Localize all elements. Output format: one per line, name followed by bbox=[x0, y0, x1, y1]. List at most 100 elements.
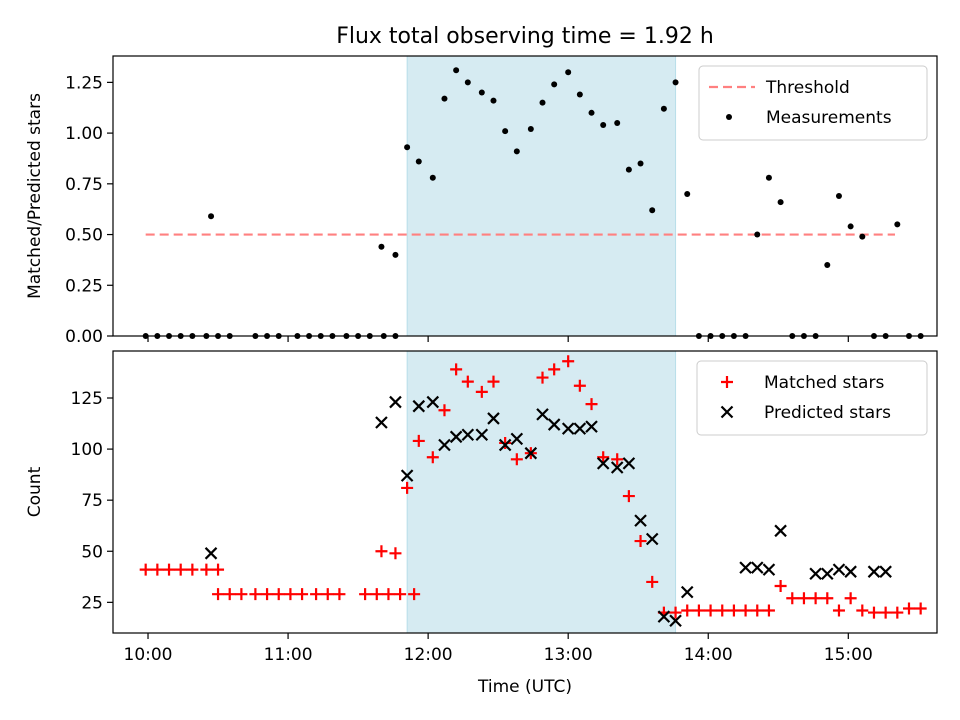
y-tick-label: 25 bbox=[81, 593, 103, 613]
matched-star-point bbox=[762, 604, 775, 617]
shaded-interval bbox=[406, 350, 677, 634]
matched-star-point bbox=[139, 563, 152, 576]
matched-star-point bbox=[461, 375, 474, 388]
x-tick-label: 10:00 bbox=[124, 645, 173, 665]
matched-star-point bbox=[611, 453, 624, 466]
measurement-point bbox=[490, 97, 497, 104]
legend: Threshold Measurements bbox=[698, 65, 928, 141]
y-tick-label: 125 bbox=[71, 389, 103, 409]
legend-label: Matched stars bbox=[764, 373, 884, 393]
matched-star-point bbox=[681, 604, 694, 617]
predicted-star-point bbox=[809, 567, 822, 581]
measurement-point bbox=[464, 79, 471, 86]
matched-star-point bbox=[450, 363, 463, 376]
predicted-star-point bbox=[739, 561, 752, 574]
measurement-point bbox=[777, 199, 784, 206]
matched-star-point bbox=[249, 588, 262, 601]
matched-star-point bbox=[284, 588, 297, 601]
measurement-point bbox=[588, 109, 595, 116]
measurement-point bbox=[765, 174, 772, 181]
matched-star-point bbox=[634, 535, 647, 548]
y-tick-label: 0.75 bbox=[65, 175, 103, 195]
measurement-point bbox=[513, 148, 520, 155]
matched-star-point bbox=[548, 363, 561, 376]
predicted-star-point bbox=[547, 418, 561, 431]
matched-star-point bbox=[438, 404, 451, 417]
measurement-point bbox=[672, 79, 679, 86]
predicted-star-point bbox=[561, 422, 575, 435]
measurement-point bbox=[625, 166, 632, 173]
matched-star-point bbox=[573, 379, 586, 392]
matched-star-point bbox=[727, 604, 740, 617]
matched-star-point bbox=[487, 375, 500, 388]
top-panel: 0.00 0.25 0.50 0.75 1.00 1.25 Matched/Predicte… bbox=[25, 55, 938, 347]
measurement-point bbox=[527, 126, 534, 133]
predicted-star-point bbox=[750, 561, 764, 574]
legend-measurements-swatch bbox=[726, 114, 732, 120]
predicted-star-point bbox=[821, 567, 834, 581]
y-tick-label: 75 bbox=[81, 491, 103, 511]
matched-star-point bbox=[151, 563, 164, 576]
matched-star-point bbox=[382, 588, 395, 601]
predicted-star-point bbox=[832, 563, 846, 576]
predicted-star-point bbox=[400, 469, 414, 482]
matched-star-point bbox=[716, 604, 729, 617]
y-tick-label: 0.50 bbox=[65, 226, 103, 246]
y-tick-label: 0.00 bbox=[65, 327, 103, 347]
matched-star-point bbox=[844, 592, 857, 605]
predicted-star-point bbox=[524, 446, 538, 460]
measurement-point bbox=[208, 213, 215, 220]
matched-star-point bbox=[272, 588, 285, 601]
legend-box bbox=[698, 65, 928, 141]
measurement-point bbox=[649, 207, 656, 214]
matched-star-point bbox=[646, 575, 659, 588]
legend-box bbox=[696, 360, 928, 436]
bottom-panel: 25 50 75 100 125 10:00 11:00 12:00 13:00 14:00 15:… bbox=[25, 350, 938, 697]
matched-star-point bbox=[821, 592, 834, 605]
predicted-star-point bbox=[536, 408, 549, 421]
matched-star-point bbox=[786, 592, 799, 605]
matched-star-point bbox=[809, 592, 822, 605]
measurement-point bbox=[847, 223, 854, 230]
matched-star-point bbox=[536, 371, 549, 384]
measurement-point bbox=[429, 174, 436, 181]
matched-star-point bbox=[163, 563, 176, 576]
measurement-point bbox=[894, 221, 901, 228]
predicted-star-point bbox=[622, 457, 636, 470]
matched-star-point bbox=[751, 604, 764, 617]
predicted-star-point bbox=[867, 565, 881, 578]
matched-star-point bbox=[223, 588, 236, 601]
matched-star-point bbox=[174, 563, 187, 576]
matched-star-point bbox=[669, 606, 682, 619]
y-tick-label: 0.25 bbox=[65, 276, 103, 296]
measurement-point bbox=[453, 67, 460, 74]
matched-star-point bbox=[622, 490, 635, 503]
x-tick-label: 12:00 bbox=[404, 645, 453, 665]
measurement-point bbox=[478, 89, 485, 96]
predicted-star-point bbox=[657, 610, 671, 623]
matched-star-point bbox=[891, 606, 904, 619]
predicted-star-point bbox=[412, 399, 426, 413]
predicted-star-point bbox=[844, 565, 857, 578]
measurement-point bbox=[754, 231, 761, 238]
matched-star-point bbox=[867, 606, 880, 619]
matched-star-point bbox=[186, 563, 199, 576]
matched-star-point bbox=[585, 398, 598, 411]
matched-star-point bbox=[310, 588, 323, 601]
measurement-point bbox=[660, 105, 667, 112]
matched-star-point bbox=[426, 451, 439, 464]
predicted-star-point bbox=[585, 420, 598, 433]
measurement-point bbox=[539, 99, 546, 106]
legend-label: Threshold bbox=[765, 78, 850, 98]
x-tick-label: 11:00 bbox=[264, 645, 313, 665]
predicted-star-point bbox=[879, 565, 892, 578]
matched-star-point bbox=[394, 588, 407, 601]
measurement-point bbox=[637, 160, 644, 167]
measurement-point bbox=[614, 119, 621, 126]
matched-star-point bbox=[408, 588, 421, 601]
matched-star-point bbox=[212, 563, 225, 576]
predicted-star-point bbox=[634, 514, 647, 527]
x-tick-label: 14:00 bbox=[684, 645, 733, 665]
predicted-star-point bbox=[596, 457, 610, 470]
matched-star-point bbox=[739, 604, 752, 617]
